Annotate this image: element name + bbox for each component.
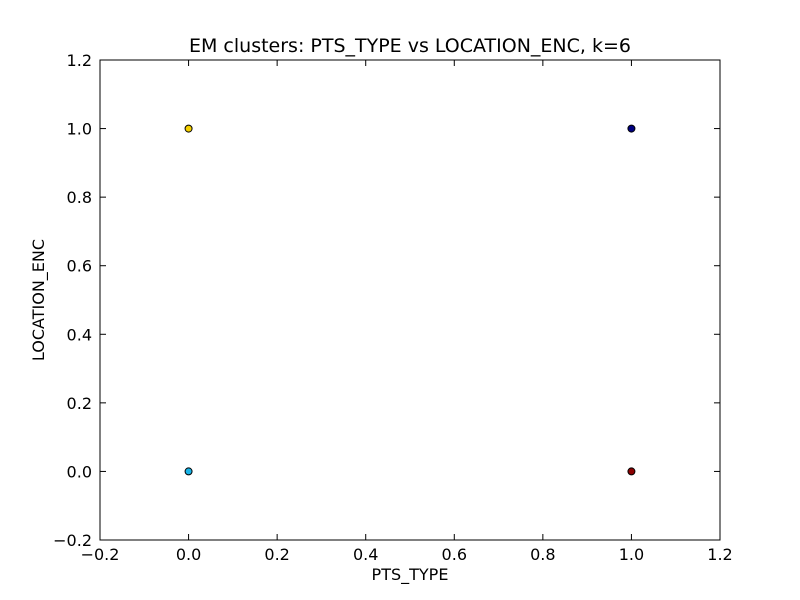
y-axis: −0.2 0.0 0.2 0.4 0.6 0.8 1.0 1.2 [53,51,720,550]
x-tick-label: 0.2 [264,545,289,564]
data-points [184,124,636,476]
data-point [627,124,636,133]
y-tick-label: 0.4 [67,325,92,344]
chart-title: EM clusters: PTS_TYPE vs LOCATION_ENC, k… [189,35,631,57]
x-tick-label: 0.0 [176,545,201,564]
x-tick-label: 0.4 [353,545,378,564]
data-point [184,124,193,133]
plot-area [99,59,721,541]
x-tick-label: −0.2 [81,545,120,564]
y-axis-label: LOCATION_ENC [29,239,49,361]
y-tick-label: 1.2 [67,51,92,70]
plot-frame [99,59,721,541]
y-tick-label: 0.8 [67,188,92,207]
x-axis: −0.2 0.0 0.2 0.4 0.6 0.8 1.0 1.2 [81,60,733,564]
x-tick-label: 0.8 [530,545,555,564]
y-tick-label: 0.0 [67,462,92,481]
x-tick-label: 1.0 [619,545,644,564]
y-tick-label: 0.6 [67,257,92,276]
y-tick-label: −0.2 [53,531,92,550]
data-point [627,467,636,476]
x-axis-label: PTS_TYPE [372,565,449,585]
y-tick-label: 1.0 [67,120,92,139]
x-tick-label: 0.6 [442,545,467,564]
x-tick-label: 1.2 [707,545,732,564]
y-tick-label: 0.2 [67,394,92,413]
data-point [184,467,193,476]
